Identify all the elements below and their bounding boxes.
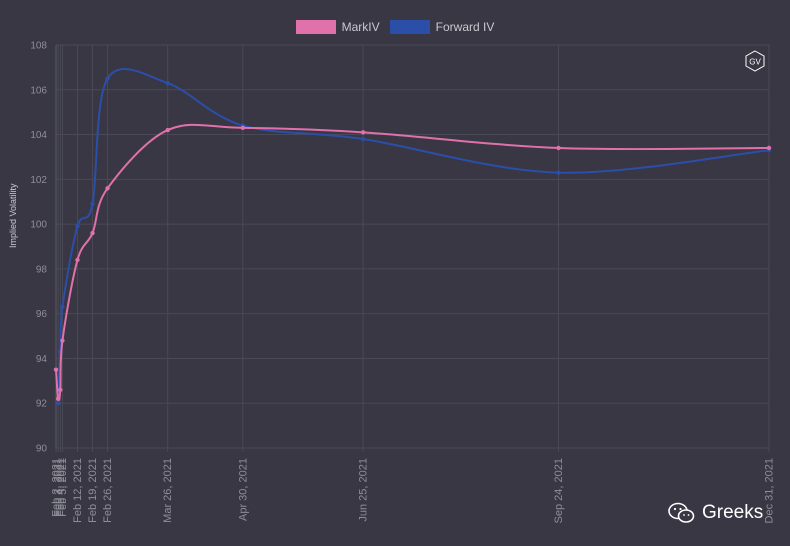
data-point-markiv [105,186,110,191]
data-point-markiv [55,396,61,401]
watermark-text: Greeks [702,502,764,523]
y-tick-label: 94 [36,354,48,365]
chart-series [53,68,772,406]
y-tick-label: 102 [30,175,47,186]
x-tick-label: Feb 3, 2021 [53,458,65,517]
wechat-icon [668,502,695,523]
data-point-markiv [58,387,63,392]
data-point-markiv [75,257,80,263]
data-point-forward-iv [75,224,80,229]
x-tick-label: Apr 30, 2021 [237,458,249,521]
y-tick-label: 100 [30,220,47,231]
gv-logo: GV [745,50,765,72]
y-tick-label: 98 [36,264,48,275]
x-tick-label: Jun 25, 2021 [358,458,370,522]
chart-legend: MarkIV Forward IV [0,20,790,34]
series-line-markiv [55,123,770,402]
data-point-markiv [556,145,561,151]
data-point-forward-iv [55,401,61,406]
data-point-markiv [90,230,95,236]
x-tick-label: Dec 31, 2021 [764,458,776,523]
y-tick-label: 108 [30,41,47,52]
y-tick-label: 106 [30,85,47,96]
y-tick-label: 96 [36,309,48,320]
data-point-forward-iv [90,201,95,207]
data-point-markiv [53,367,59,372]
data-point-forward-iv [105,76,110,81]
data-point-forward-iv [360,136,366,142]
series-line-forward-iv [57,68,770,404]
y-tick-label: 92 [36,399,48,410]
data-point-markiv [240,125,246,131]
legend-swatch-markiv [295,20,336,34]
y-tick-label: 90 [36,444,48,455]
gv-logo-text: GV [749,58,761,67]
y-tick-labels: 90 92 94 96 98 100 102 104 106 108 [30,41,47,455]
y-axis-label: Implied Volatility [8,183,18,248]
x-tick-label: Mar 26, 2021 [162,458,174,523]
legend-label-forward-iv: Forward IV [435,20,495,34]
x-tick-label: Feb 2, 2021 [51,458,63,517]
x-tick-label: Feb 5, 2021 [57,458,69,517]
data-point-markiv [360,130,366,135]
data-point-markiv [60,338,65,343]
legend-label-markiv: MarkIV [341,20,380,34]
data-point-forward-iv [556,170,561,175]
watermark: Greeks [668,501,763,525]
x-tick-label: Feb 19, 2021 [87,458,99,523]
legend-swatch-forward-iv [389,20,430,34]
data-point-markiv [165,127,170,133]
y-tick-label: 104 [30,130,47,141]
data-point-markiv [766,145,772,151]
legend-item-markiv[interactable]: MarkIV [295,20,380,34]
x-tick-label: Sep 24, 2021 [553,458,565,523]
x-tick-label: Feb 26, 2021 [102,458,114,523]
chart-grid [55,44,770,452]
x-tick-label: Feb 4, 2021 [55,458,67,517]
data-point-forward-iv [60,304,65,310]
data-point-forward-iv [165,80,170,86]
x-tick-label: Feb 12, 2021 [72,458,84,523]
legend-item-forward-iv[interactable]: Forward IV [389,20,495,34]
